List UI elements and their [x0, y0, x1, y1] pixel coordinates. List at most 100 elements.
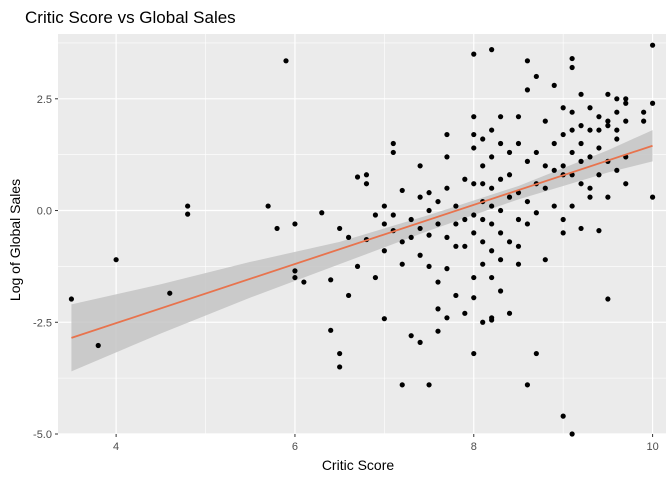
data-point	[596, 172, 602, 178]
data-point	[167, 290, 173, 296]
data-point	[381, 248, 387, 254]
data-point	[462, 310, 468, 316]
data-point	[497, 288, 504, 294]
data-point	[515, 114, 522, 120]
data-point	[497, 114, 504, 120]
data-point	[328, 277, 334, 283]
data-point	[515, 140, 522, 147]
data-point	[560, 131, 566, 138]
data-point	[489, 274, 495, 281]
data-point	[68, 296, 75, 302]
data-point	[524, 87, 531, 93]
data-point	[489, 154, 495, 160]
data-point	[453, 221, 459, 227]
data-point	[265, 203, 271, 209]
data-point	[444, 154, 450, 160]
data-point	[489, 203, 495, 209]
data-point	[542, 185, 548, 191]
data-point	[381, 203, 387, 209]
data-point	[417, 194, 423, 200]
data-point	[641, 118, 647, 124]
data-point	[390, 149, 396, 156]
data-point	[649, 100, 656, 106]
data-point	[283, 58, 289, 64]
data-point	[471, 350, 477, 357]
data-point	[506, 239, 513, 245]
x-tick-label: 6	[292, 441, 298, 453]
data-point	[578, 123, 584, 129]
data-point	[372, 274, 379, 281]
data-point	[551, 82, 557, 88]
data-point	[569, 64, 575, 71]
y-tick-label: 0.0	[37, 206, 52, 218]
data-point	[462, 243, 468, 249]
data-point	[623, 181, 629, 187]
data-point	[453, 203, 459, 209]
data-point	[560, 230, 566, 236]
data-point	[542, 257, 548, 263]
data-point	[408, 216, 414, 223]
data-point	[605, 91, 611, 97]
data-point	[471, 295, 477, 301]
data-point	[515, 243, 522, 249]
x-axis-ticks: 4 6 8 10	[113, 434, 659, 453]
data-point	[623, 100, 629, 106]
data-point	[587, 105, 593, 111]
data-point	[354, 263, 361, 270]
data-point	[506, 149, 513, 156]
data-point	[497, 176, 504, 182]
data-point	[480, 181, 486, 187]
data-point	[551, 140, 557, 147]
data-point	[506, 172, 513, 178]
data-point	[515, 261, 522, 267]
data-point	[489, 185, 495, 191]
data-point	[614, 127, 620, 133]
data-point	[381, 221, 387, 227]
data-point	[497, 140, 504, 147]
data-point	[560, 413, 566, 419]
data-point	[462, 176, 468, 182]
data-point	[471, 114, 477, 120]
data-point	[480, 216, 486, 223]
data-point	[444, 131, 450, 138]
data-point	[453, 292, 459, 299]
data-point	[417, 163, 423, 169]
data-point	[390, 140, 396, 147]
data-point	[480, 136, 486, 142]
data-point	[560, 105, 566, 111]
data-point	[551, 167, 557, 173]
data-point	[444, 185, 450, 191]
data-point	[417, 225, 423, 232]
x-axis-label: Critic Score	[322, 457, 395, 473]
data-point	[426, 232, 432, 238]
data-point	[426, 263, 432, 270]
data-point	[363, 181, 370, 187]
minor-gridlines	[58, 34, 666, 434]
data-point	[471, 230, 477, 236]
x-tick-label: 4	[113, 441, 119, 453]
data-point	[426, 190, 432, 196]
data-point	[569, 109, 575, 115]
data-point	[319, 210, 325, 216]
data-point	[381, 316, 387, 322]
data-point	[185, 211, 191, 217]
data-point	[560, 163, 566, 169]
data-point	[489, 317, 495, 323]
data-point	[444, 234, 450, 240]
data-point	[489, 248, 495, 254]
data-point	[578, 158, 584, 164]
data-point	[274, 225, 280, 232]
data-point	[471, 212, 477, 218]
data-point	[596, 127, 602, 133]
data-point	[435, 279, 441, 285]
y-axis-label: Log of Global Sales	[7, 179, 23, 301]
data-point	[408, 333, 414, 339]
data-point	[614, 136, 620, 142]
x-tick-label: 10	[646, 441, 658, 453]
data-point	[569, 203, 575, 209]
data-point	[605, 118, 611, 124]
data-point	[345, 234, 352, 240]
data-point	[569, 431, 575, 437]
data-point	[605, 296, 611, 302]
